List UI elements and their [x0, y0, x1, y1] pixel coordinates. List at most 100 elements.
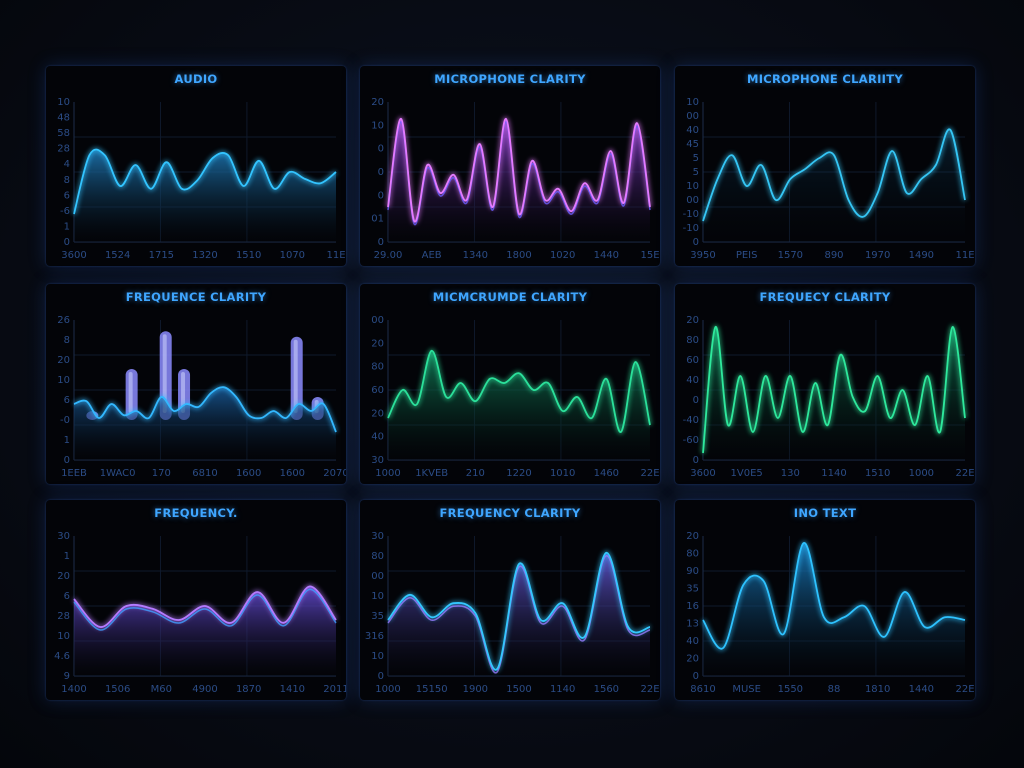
x-tick-label: 1560: [594, 684, 619, 695]
series-line: [73, 585, 337, 628]
y-tick-label: -60: [683, 435, 699, 446]
y-tick-label: 30: [371, 455, 384, 466]
y-tick-label: 0: [693, 671, 699, 682]
x-tick-label: 1900: [463, 684, 488, 695]
series-line: [702, 542, 966, 650]
chart-panel: AUDIO 10 48 58 28 4 8 6 -6 1 0 3600 1524 1715 1320 1510…: [46, 66, 346, 266]
x-tick-label: 1800: [506, 250, 531, 261]
x-tick-label: 1810: [865, 684, 890, 695]
bar-highlight: [162, 334, 167, 413]
series-area: [703, 129, 965, 242]
y-tick-label: 60: [371, 385, 384, 396]
y-tick-label: 30: [371, 531, 384, 542]
series-line: [702, 326, 966, 454]
x-tick-label: 1600: [236, 468, 261, 479]
y-tick-label: 35: [371, 611, 384, 622]
series-line: [73, 148, 337, 215]
x-tick-label: 1400: [61, 684, 86, 695]
y-tick-label: 13: [686, 619, 699, 630]
y-tick-label: 28: [57, 144, 70, 155]
x-tick-label: 3600: [690, 468, 715, 479]
y-tick-label: 80: [371, 362, 384, 373]
x-tick-label: 1870: [236, 684, 261, 695]
x-tick-label: 1020: [550, 250, 575, 261]
chart-panel: FREQUENCE CLARITY 26 8 20 10 6 -0 1 0 1EEB 1WAC0 17…: [46, 284, 346, 484]
y-tick-label: 1: [64, 221, 70, 232]
y-tick-label: 10: [57, 631, 70, 642]
y-tick-label: 45: [686, 139, 699, 150]
y-tick-label: 9: [64, 671, 70, 682]
chart-svg: 30 1 20 6 28 10 4.6 9 1400 1506 M60 4900 1870 1410 201…: [54, 531, 346, 695]
y-tick-label: 28: [57, 611, 70, 622]
y-tick-label: 90: [686, 566, 699, 577]
chart-title: MICROPHONE CLARIITY: [746, 72, 904, 86]
x-tick-label: 3950: [690, 250, 715, 261]
y-tick-label: 20: [57, 571, 70, 582]
y-tick-label: -10: [683, 209, 699, 220]
chart-svg: 00 20 80 60 20 40 30 1000 1KVEB 210 1220 1010 1460 22…: [371, 315, 659, 479]
x-tick-label: 1510: [865, 468, 890, 479]
x-tick-label: 88: [828, 684, 841, 695]
y-tick-label: 0: [378, 237, 384, 248]
x-tick-label: 1715: [149, 250, 174, 261]
chart-svg: 30 80 00 10 35 316 10 0 1000 15150 1900 1500 1140 156…: [365, 531, 660, 695]
y-tick-label: 10: [371, 651, 384, 662]
series-area: [388, 552, 650, 676]
chart-svg: 20 10 0 0 0 01 0 29.00 AEB 1340 1800 1020 1440 15E: [371, 97, 659, 261]
y-tick-label: 00: [686, 195, 699, 206]
y-tick-label: 40: [686, 375, 699, 386]
x-tick-label: PEIS: [736, 250, 758, 261]
x-tick-label: 1500: [506, 684, 531, 695]
chart-title: MICMCRUMDE CLARITY: [432, 290, 588, 304]
y-tick-label: 58: [57, 128, 70, 139]
y-tick-label: 10: [686, 181, 699, 192]
chart-title: FREQUENCY.: [154, 506, 238, 520]
x-tick-label: 3600: [61, 250, 86, 261]
series-line: [73, 386, 337, 433]
x-tick-label: 1970: [865, 250, 890, 261]
y-tick-label: 1: [64, 551, 70, 562]
y-tick-label: 8: [64, 335, 70, 346]
x-tick-label: 1490: [909, 250, 934, 261]
y-tick-label: 0: [378, 190, 384, 201]
chart-title: FREQUECY CLARITY: [759, 290, 891, 304]
x-tick-label: 29.00: [374, 250, 403, 261]
series-line: [387, 117, 651, 223]
y-tick-label: 4.6: [54, 651, 70, 662]
series-line-secondary: [387, 555, 651, 674]
x-tick-label: 22E: [640, 468, 659, 479]
x-tick-label: 1600: [280, 468, 305, 479]
chart-title: MICROPHONE CLARITY: [434, 72, 586, 86]
series-area: [388, 350, 650, 460]
y-tick-label: 5: [693, 167, 699, 178]
y-tick-label: 0: [378, 167, 384, 178]
x-tick-label: 22E: [955, 684, 974, 695]
y-tick-label: 30: [57, 531, 70, 542]
y-tick-label: 5: [693, 153, 699, 164]
chart-title: FREQUENCE CLARITY: [125, 290, 267, 304]
chart-panel: FREQUENCY. 30 1 20 6 28 10 4.6 9 1400 1506 M60 4900 1…: [46, 500, 346, 700]
series-area: [74, 586, 336, 676]
chart-panel: MICMCRUMDE CLARITY 00 20 80 60 20 40 30 1000 1KVE…: [360, 284, 660, 484]
y-tick-label: 16: [686, 601, 699, 612]
y-tick-label: 00: [371, 571, 384, 582]
y-tick-label: 01: [371, 214, 384, 225]
x-tick-label: 1320: [192, 250, 217, 261]
y-tick-label: -40: [683, 415, 699, 426]
y-tick-label: 35: [686, 584, 699, 595]
y-tick-label: 10: [371, 120, 384, 131]
series-line: [702, 128, 966, 222]
y-tick-label: 6: [64, 190, 70, 201]
x-tick-label: 15E: [640, 250, 659, 261]
x-tick-label: 1000: [375, 684, 400, 695]
x-tick-label: 15150: [416, 684, 448, 695]
y-tick-label: 20: [686, 315, 699, 326]
y-tick-label: 6: [64, 591, 70, 602]
x-tick-label: 4900: [192, 684, 217, 695]
series-line-secondary: [73, 588, 337, 631]
series-area: [74, 387, 336, 460]
chart-panel: MICROPHONE CLARIITY 10 00 40 45 5 5 10 00 -10 -10 0…: [675, 66, 975, 266]
x-tick-label: 130: [781, 468, 800, 479]
y-tick-label: 40: [686, 125, 699, 136]
